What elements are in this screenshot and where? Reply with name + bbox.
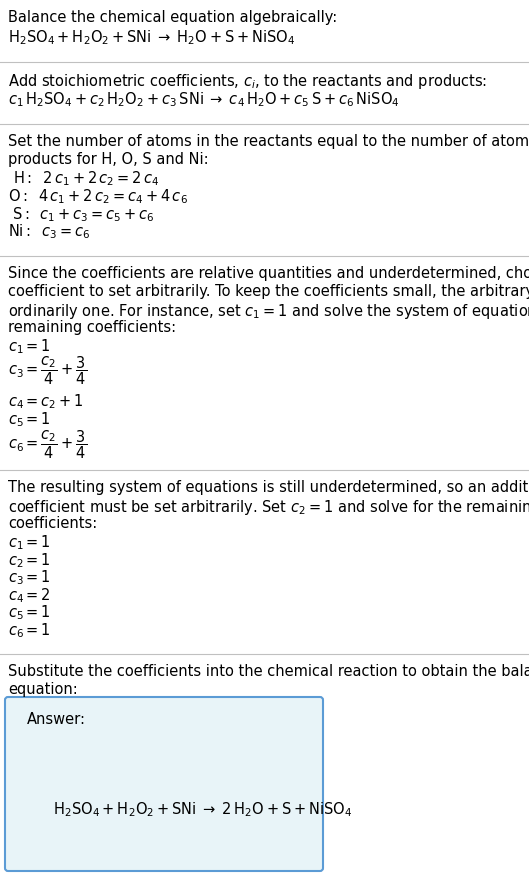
Text: Set the number of atoms in the reactants equal to the number of atoms in the: Set the number of atoms in the reactants… [8, 134, 529, 149]
Text: $c_3 = 1$: $c_3 = 1$ [8, 568, 51, 587]
Text: The resulting system of equations is still underdetermined, so an additional: The resulting system of equations is sti… [8, 480, 529, 495]
Text: Add stoichiometric coefficients, $c_i$, to the reactants and products:: Add stoichiometric coefficients, $c_i$, … [8, 72, 487, 91]
Text: $c_4 = 2$: $c_4 = 2$ [8, 586, 51, 605]
Text: $\mathrm{H_2SO_4 + H_2O_2 + SNi} \;\rightarrow\; 2\,\mathrm{H_2O + S + NiSO_4}$: $\mathrm{H_2SO_4 + H_2O_2 + SNi} \;\righ… [53, 800, 352, 819]
Text: Substitute the coefficients into the chemical reaction to obtain the balanced: Substitute the coefficients into the che… [8, 664, 529, 679]
Text: Since the coefficients are relative quantities and underdetermined, choose a: Since the coefficients are relative quan… [8, 266, 529, 281]
Text: $c_2 = 1$: $c_2 = 1$ [8, 551, 51, 569]
Text: $c_5 = 1$: $c_5 = 1$ [8, 410, 51, 429]
Text: coefficient to set arbitrarily. To keep the coefficients small, the arbitrary va: coefficient to set arbitrarily. To keep … [8, 284, 529, 299]
Text: $\mathrm{S:}\;\; c_1 + c_3 = c_5 + c_6$: $\mathrm{S:}\;\; c_1 + c_3 = c_5 + c_6$ [12, 205, 154, 224]
Text: $c_1 = 1$: $c_1 = 1$ [8, 533, 51, 552]
Text: $\mathrm{H_2SO_4 + H_2O_2 + SNi} \;\rightarrow\; \mathrm{H_2O + S + NiSO_4}$: $\mathrm{H_2SO_4 + H_2O_2 + SNi} \;\righ… [8, 28, 296, 47]
Text: equation:: equation: [8, 682, 78, 697]
Text: $c_3 = \dfrac{c_2}{4} + \dfrac{3}{4}$: $c_3 = \dfrac{c_2}{4} + \dfrac{3}{4}$ [8, 354, 87, 386]
Text: $c_5 = 1$: $c_5 = 1$ [8, 603, 51, 621]
Text: coefficients:: coefficients: [8, 516, 97, 531]
Text: Balance the chemical equation algebraically:: Balance the chemical equation algebraica… [8, 10, 337, 25]
Text: $c_4 = c_2 + 1$: $c_4 = c_2 + 1$ [8, 392, 84, 411]
Text: $c_6 = \dfrac{c_2}{4} + \dfrac{3}{4}$: $c_6 = \dfrac{c_2}{4} + \dfrac{3}{4}$ [8, 428, 87, 461]
Text: Answer:: Answer: [26, 712, 86, 727]
Text: $\mathrm{O:}\;\; 4\,c_1 + 2\,c_2 = c_4 + 4\,c_6$: $\mathrm{O:}\;\; 4\,c_1 + 2\,c_2 = c_4 +… [8, 187, 188, 206]
Text: $\mathrm{H:}\;\; 2\,c_1 + 2\,c_2 = 2\,c_4$: $\mathrm{H:}\;\; 2\,c_1 + 2\,c_2 = 2\,c_… [13, 169, 160, 187]
Text: remaining coefficients:: remaining coefficients: [8, 320, 176, 335]
Text: coefficient must be set arbitrarily. Set $c_2 = 1$ and solve for the remaining: coefficient must be set arbitrarily. Set… [8, 498, 529, 517]
Text: products for H, O, S and Ni:: products for H, O, S and Ni: [8, 152, 208, 167]
FancyBboxPatch shape [5, 697, 323, 871]
Text: $c_1\,\mathrm{H_2SO_4} + c_2\,\mathrm{H_2O_2} + c_3\,\mathrm{SNi} \;\rightarrow\: $c_1\,\mathrm{H_2SO_4} + c_2\,\mathrm{H_… [8, 90, 400, 109]
Text: $\mathrm{Ni:}\;\; c_3 = c_6$: $\mathrm{Ni:}\;\; c_3 = c_6$ [8, 222, 90, 240]
Text: $c_6 = 1$: $c_6 = 1$ [8, 621, 51, 640]
Text: $c_1 = 1$: $c_1 = 1$ [8, 337, 51, 355]
Text: ordinarily one. For instance, set $c_1 = 1$ and solve the system of equations fo: ordinarily one. For instance, set $c_1 =… [8, 302, 529, 321]
